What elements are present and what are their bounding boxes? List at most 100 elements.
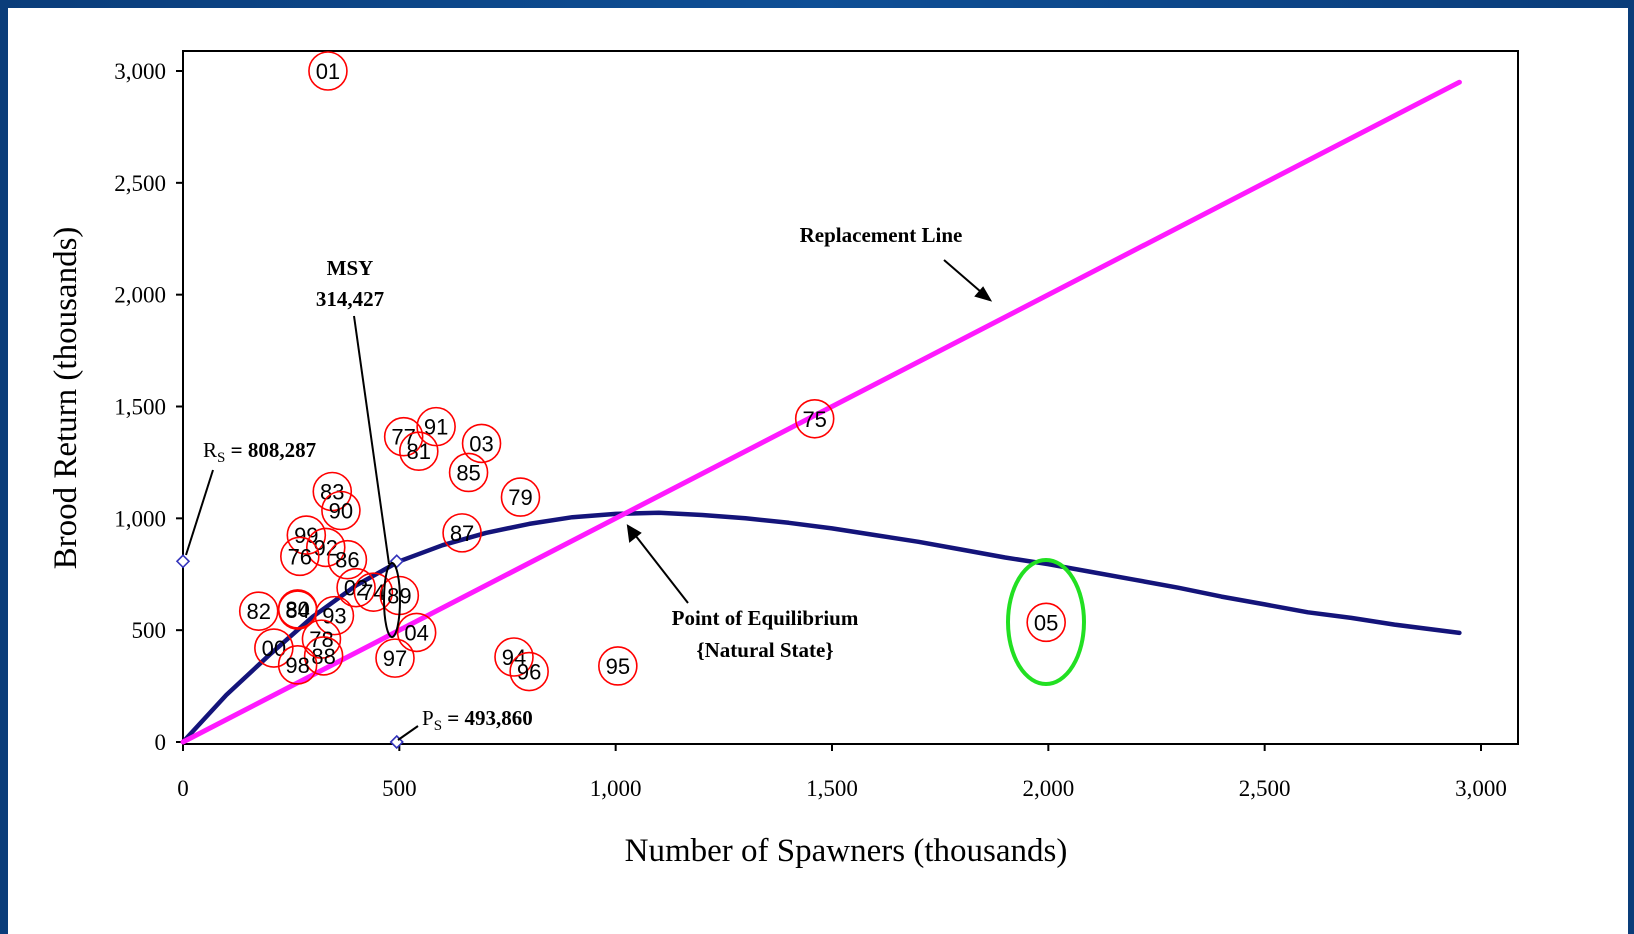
data-point-circle [312,471,353,512]
data-point-circle [399,431,439,472]
replacement-line-label: Replacement Line [800,223,963,247]
annotation-arrows [185,259,993,741]
data-point: 77 [383,416,424,457]
data-point-label: 03 [469,431,493,456]
data-point-label: 84 [285,598,309,623]
data-point: 75 [794,399,835,439]
msy-value: 314,427 [316,287,384,311]
data-point: 85 [448,452,489,493]
rs-pointer-line [185,469,214,556]
ps-annotation: PS = 493,860 [422,706,533,734]
data-point: 90 [321,490,361,531]
axes: 0 500 1,000 1,500 2,000 2,500 3,00005001,0001,… [114,59,1507,801]
data-point-circle [308,51,348,91]
x-tick-label: 500 [382,776,417,801]
msy-label: MSY [327,256,374,280]
stock-recruit-curve [180,510,1462,745]
y-tick-label: 1,000 [114,506,166,531]
ps-value: = 493,860 [442,706,533,730]
replacement-arrowhead [974,286,993,302]
data-point: 79 [500,477,541,517]
equilibrium-arrowhead [626,524,642,543]
data-point: 80 [277,589,318,629]
data-point-circle [448,452,489,493]
data-point: 94 [494,637,534,677]
stock-recruitment-chart: 0 500 1,000 1,500 2,000 2,500 3,00005001,0001,… [48,50,1519,869]
data-point: 95 [598,646,638,686]
data-point-circle [301,619,342,659]
data-point-label: 90 [329,499,353,524]
y-tick-label: 3,000 [114,59,166,84]
data-point-circle [254,628,294,668]
x-tick-label: 3,000 [1455,776,1507,801]
data-point: 97 [375,638,415,678]
slide-frame: 0 500 1,000 1,500 2,000 2,500 3,000 0 500 1,000 1,… [8,8,1628,934]
data-point-circle [280,536,320,577]
y-axis-title: Brood Return (thousands) [48,227,84,570]
data-point: 84 [277,590,318,630]
equilibrium-highlight-ellipse [1006,558,1086,686]
data-point-label: 95 [606,654,630,679]
rs-symbol: R [203,438,217,462]
data-point-circle [416,406,456,447]
rs-value: = 808,287 [225,438,316,462]
ps-pointer-line [397,725,419,741]
data-point-label: 87 [450,521,474,546]
rs-subscript: S [217,450,225,466]
data-point-circle [494,637,534,677]
data-point-circle [500,477,541,517]
data-point-label: 85 [456,460,480,485]
data-point-circle [375,638,415,678]
data-point: 00 [254,628,294,668]
data-point-label: 82 [246,599,270,624]
data-point: 76 [280,536,320,577]
data-point-circle [461,423,502,464]
y-tick-label: 0 [155,730,167,755]
data-point-label: 96 [517,660,541,685]
data-point-label: 91 [424,415,448,440]
data-point: 91 [416,406,456,447]
y-tick-label: 2,500 [114,171,166,196]
data-point-label: 98 [285,653,309,678]
data-point-circle [305,527,346,568]
data-point-circle [277,645,318,685]
y-tick-label: 2,000 [114,283,166,308]
data-point-label: 79 [508,485,532,510]
data-point-circle [238,591,279,631]
equilibrium-sublabel: {Natural State} [696,638,833,662]
data-point-label: 04 [404,620,428,645]
data-point-label: 02 [344,576,368,601]
data-point-label: 77 [391,425,415,450]
data-point-label: 05 [1034,610,1058,635]
x-tick-label: 2,500 [1239,776,1291,801]
data-point-circle [1026,602,1066,643]
x-tick-label: 2,000 [1022,776,1074,801]
data-point-circle [509,651,549,692]
msy-pointer-line [353,315,390,565]
y-tick-label: 500 [132,618,167,643]
data-point: 96 [509,651,549,692]
data-point: 87 [442,513,482,553]
data-point-circle [353,572,394,612]
data-point-circle [442,513,482,553]
data-point: 81 [399,431,439,472]
data-point-circle [383,416,424,457]
data-point: 82 [238,591,279,631]
data-point-circle [303,636,344,676]
data-point-circle [327,539,368,580]
data-point: 03 [461,423,502,464]
x-tick-label: 1,000 [590,776,642,801]
data-point: 04 [396,612,437,653]
data-point-label: 80 [285,597,309,622]
data-point-circle [598,646,638,686]
ps-subscript: S [434,718,442,734]
data-point-circle [336,567,376,608]
data-point-circle [321,490,361,531]
ps-symbol: P [422,706,434,730]
x-axis-title: Number of Spawners (thousands) [625,833,1068,869]
data-point-label: 94 [502,645,526,670]
equilibrium-label: Point of Equilibrium [672,606,859,630]
data-point-circle [286,515,327,555]
data-point-label: 01 [316,59,340,84]
